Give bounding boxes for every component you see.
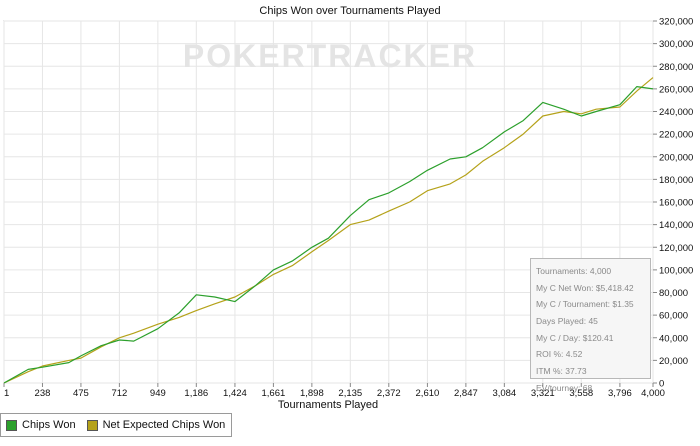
y-tick-label: 60,000: [659, 311, 688, 322]
x-tick-label: 1,186: [184, 388, 208, 399]
x-axis-ticks: 1 238 475 712 949 1,186 1,424 1,661 1,898 2,135 2,…: [3, 383, 665, 399]
legend-swatch-chips-won: [6, 419, 17, 431]
stat-days-played: Days Played: 45: [536, 316, 598, 327]
legend-item-expected-chips[interactable]: Net Expected Chips Won: [82, 419, 232, 431]
stat-itm: ITM %: 37.73: [536, 366, 587, 377]
x-tick-label: 2,372: [377, 388, 401, 399]
x-tick-label: 2,135: [338, 388, 362, 399]
watermark: POKERTRACKER: [183, 38, 477, 74]
series-line-net-expected-chips-won: [3, 77, 654, 384]
x-tick-label: 1: [4, 388, 9, 399]
y-tick-label: 220,000: [659, 130, 693, 141]
x-tick-label: 3,796: [608, 388, 632, 399]
x-tick-label: 2,847: [454, 388, 478, 399]
y-tick-label: 240,000: [659, 107, 693, 118]
stat-net-won: My C Net Won: $5,418.42: [536, 282, 634, 293]
y-axis-ticks: 0 20,000 40,000 60,000 80,000 100,000 120,000 1…: [653, 17, 693, 390]
y-tick-label: 200,000: [659, 152, 693, 163]
x-axis-label: Tournaments Played: [278, 399, 378, 411]
series-lines: [3, 77, 654, 384]
x-tick-label: 3,321: [531, 388, 555, 399]
x-tick-label: 238: [35, 388, 51, 399]
y-tick-label: 0: [659, 379, 664, 390]
legend: Chips Won Net Expected Chips Won: [0, 413, 233, 437]
stat-per-day: My C / Day: $120.41: [536, 332, 614, 343]
y-tick-label: 260,000: [659, 84, 693, 95]
y-tick-label: 320,000: [659, 17, 693, 28]
y-tick-label: 140,000: [659, 220, 693, 231]
legend-label-expected-chips: Net Expected Chips Won: [102, 419, 226, 431]
x-tick-label: 4,000: [641, 388, 665, 399]
y-tick-label: 40,000: [659, 333, 688, 344]
y-tick-label: 80,000: [659, 288, 688, 299]
legend-label-chips-won: Chips Won: [22, 419, 76, 431]
y-tick-label: 300,000: [659, 39, 693, 50]
x-tick-label: 3,084: [492, 388, 516, 399]
stat-ev-tourney: EV/tourney: 68: [536, 382, 593, 393]
x-tick-label: 1,661: [262, 388, 286, 399]
stat-roi: ROI %: 4.52: [536, 349, 583, 360]
x-tick-label: 3,558: [569, 388, 593, 399]
y-tick-label: 120,000: [659, 243, 693, 254]
y-tick-label: 280,000: [659, 62, 693, 73]
x-tick-label: 2,610: [416, 388, 440, 399]
x-tick-label: 1,424: [223, 388, 247, 399]
x-tick-label: 1,898: [300, 388, 324, 399]
x-tick-label: 712: [111, 388, 127, 399]
series-line-chips-won: [3, 85, 654, 384]
y-tick-label: 100,000: [659, 265, 693, 276]
stat-tournaments: Tournaments: 4,000: [536, 266, 612, 276]
x-tick-label: 475: [73, 388, 89, 399]
y-tick-label: 160,000: [659, 198, 693, 209]
stats-box: Tournaments: 4,000 My C Net Won: $5,418.…: [530, 258, 651, 393]
y-tick-label: 20,000: [659, 356, 688, 367]
x-tick-label: 949: [150, 388, 166, 399]
legend-swatch-expected-chips: [86, 419, 98, 431]
chart-title: Chips Won over Tournaments Played: [259, 5, 440, 17]
y-tick-label: 180,000: [659, 175, 693, 186]
stat-per-tournament: My C / Tournament: $1.35: [536, 299, 634, 310]
legend-item-chips-won[interactable]: Chips Won: [1, 419, 82, 431]
